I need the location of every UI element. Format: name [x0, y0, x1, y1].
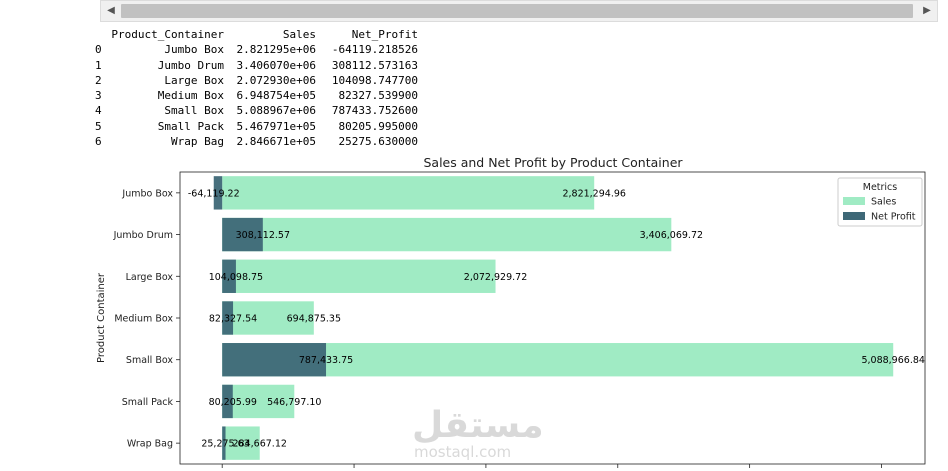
- table-cell-sales: 5.467971e+05: [236, 119, 316, 133]
- table-cell-index: 2: [95, 73, 102, 87]
- legend-title: Metrics: [863, 182, 898, 193]
- y-tick-label-jumbo-box: Jumbo Box: [121, 188, 173, 199]
- bar-net-profit-medium-box: [222, 301, 234, 335]
- table-header-net-profit: Net_Profit: [351, 28, 418, 41]
- table-cell-sales: 2.846671e+05: [236, 135, 316, 149]
- dataframe-output: Product_Container Sales Net_Profit 0 Jum…: [95, 27, 418, 149]
- table-cell-net-profit: 308112.573163: [331, 58, 418, 72]
- data-label-sales-jumbo-drum: 3,406,069.72: [640, 230, 703, 241]
- bar-net-profit-small-box: [222, 343, 327, 377]
- table-header: Product_Container Sales Net_Profit: [95, 27, 418, 42]
- bar-sales-small-box: [222, 343, 894, 377]
- mostaql-watermark: مستقل mostaql.com: [412, 405, 544, 461]
- watermark-latin: mostaql.com: [414, 443, 512, 461]
- x-ticks-group: [221, 464, 882, 468]
- table-header-sales: Sales: [282, 28, 316, 41]
- data-label-sales-small-pack: 546,797.10: [267, 397, 321, 408]
- table-cell-index: 1: [95, 58, 102, 72]
- table-cell-index: 6: [95, 135, 102, 149]
- scroll-left-icon[interactable]: ◀: [107, 5, 115, 16]
- table-row: 1 Jumbo Drum 3.406070e+06 308112.573163: [95, 58, 418, 73]
- bar-net-profit-jumbo-box: [213, 176, 223, 210]
- data-label-net-profit-small-box: 787,433.75: [299, 355, 353, 366]
- data-label-net-profit-jumbo-drum: 308,112.57: [236, 230, 290, 241]
- legend-swatch-net-profit: [843, 212, 865, 220]
- legend-label-net-profit: Net Profit: [871, 212, 916, 223]
- scrollbar-thumb[interactable]: [121, 4, 913, 18]
- table-cell-sales: 2.821295e+06: [236, 43, 316, 57]
- y-tick-label-large-box: Large Box: [126, 272, 174, 283]
- data-label-net-profit-medium-box: 82,327.54: [209, 314, 257, 325]
- bar-net-profit-large-box: [222, 259, 236, 293]
- table-cell-net-profit: 80205.995000: [338, 119, 418, 133]
- table-row: 0 Jumbo Box 2.821295e+06 -64119.218526: [95, 42, 418, 57]
- table-cell-container: Jumbo Box: [164, 43, 224, 57]
- table-cell-sales: 5.088967e+06: [236, 104, 316, 118]
- data-label-sales-jumbo-box: 2,821,294.96: [562, 188, 625, 199]
- table-cell-container: Wrap Bag: [171, 135, 224, 149]
- bar-net-profit-small-pack: [222, 384, 233, 419]
- data-label-sales-wrap-bag: 284,667.12: [233, 439, 287, 450]
- legend-swatch-sales: [843, 197, 865, 205]
- table-cell-sales: 6.948754e+05: [236, 89, 316, 103]
- bar-sales-jumbo-drum: [222, 217, 672, 252]
- data-label-sales-large-box: 2,072,929.72: [464, 272, 527, 283]
- watermark-arabic: مستقل: [412, 405, 544, 446]
- scroll-right-icon[interactable]: ▶: [923, 5, 931, 16]
- bar-net-profit-wrap-bag: [222, 426, 226, 460]
- table-cell-sales: 2.072930e+06: [236, 73, 316, 87]
- horizontal-scrollbar[interactable]: ◀ ▶: [100, 0, 938, 22]
- table-cell-net-profit: 787433.752600: [331, 104, 418, 118]
- table-cell-container: Small Box: [164, 104, 224, 118]
- table-row: 4 Small Box 5.088967e+06 787433.752600: [95, 103, 418, 118]
- y-tick-label-medium-box: Medium Box: [114, 314, 173, 325]
- bar-sales-wrap-bag: [222, 426, 260, 460]
- y-axis-label: Product Container: [96, 272, 107, 363]
- bars-group: 2,821,294.96 3,406,069.72 2,072,929.72 694,…: [188, 176, 925, 460]
- table-cell-container: Medium Box: [157, 89, 224, 103]
- table-cell-container: Jumbo Drum: [157, 58, 224, 72]
- table-cell-index: 3: [95, 89, 102, 103]
- data-label-net-profit-jumbo-box: -64,119.22: [188, 188, 240, 199]
- table-cell-container: Small Pack: [157, 119, 224, 133]
- bar-sales-small-pack: [222, 384, 295, 419]
- data-label-sales-small-box: 5,088,966.84: [861, 355, 924, 366]
- y-ticks-group: Jumbo Box Jumbo Drum Large Box Medium Box Sm…: [113, 188, 180, 450]
- table-cell-index: 5: [95, 119, 102, 133]
- table-row: 6 Wrap Bag 2.846671e+05 25275.630000: [95, 134, 418, 149]
- table-row: 2 Large Box 2.072930e+06 104098.747700: [95, 73, 418, 88]
- table-header-product-container: Product_Container: [111, 28, 224, 41]
- table-cell-net-profit: -64119.218526: [331, 43, 418, 57]
- bar-sales-large-box: [222, 259, 496, 293]
- data-label-net-profit-large-box: 104,098.75: [209, 272, 263, 283]
- y-tick-label-wrap-bag: Wrap Bag: [127, 439, 173, 450]
- bar-net-profit-jumbo-drum: [222, 217, 263, 252]
- table-cell-net-profit: 25275.630000: [338, 135, 418, 149]
- table-cell-index: 0: [95, 43, 102, 57]
- bar-sales-jumbo-box: [222, 176, 595, 210]
- y-tick-label-jumbo-drum: Jumbo Drum: [113, 230, 173, 241]
- table-cell-net-profit: 82327.539900: [338, 89, 418, 103]
- table-cell-sales: 3.406070e+06: [236, 58, 316, 72]
- data-label-net-profit-small-pack: 80,205.99: [209, 397, 257, 408]
- table-cell-container: Large Box: [164, 73, 224, 87]
- chart-title: Sales and Net Profit by Product Containe…: [423, 155, 683, 170]
- legend-label-sales: Sales: [871, 197, 896, 208]
- data-label-net-profit-wrap-bag: 25,275.63: [201, 439, 249, 450]
- legend: Metrics Sales Net Profit: [837, 177, 923, 227]
- y-tick-label-small-box: Small Box: [126, 355, 173, 366]
- table-cell-index: 4: [95, 104, 102, 118]
- y-tick-label-small-pack: Small Pack: [122, 397, 174, 408]
- bar-sales-medium-box: [222, 301, 314, 335]
- data-label-sales-medium-box: 694,875.35: [287, 314, 341, 325]
- table-row: 5 Small Pack 5.467971e+05 80205.995000: [95, 119, 418, 134]
- table-cell-net-profit: 104098.747700: [331, 73, 418, 87]
- table-row: 3 Medium Box 6.948754e+05 82327.539900: [95, 88, 418, 103]
